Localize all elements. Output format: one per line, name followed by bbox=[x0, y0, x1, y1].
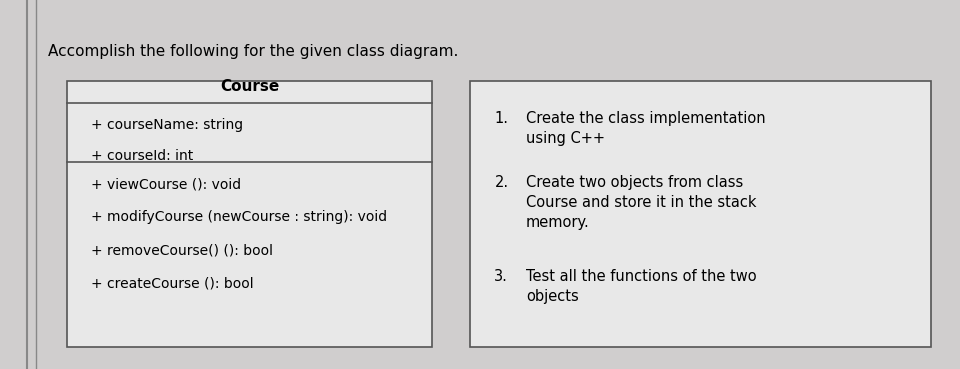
Text: 3.: 3. bbox=[494, 269, 508, 284]
Text: Create two objects from class
Course and store it in the stack
memory.: Create two objects from class Course and… bbox=[526, 175, 756, 230]
Text: + viewCourse (): void: + viewCourse (): void bbox=[91, 177, 241, 191]
Text: + courseId: int: + courseId: int bbox=[91, 149, 194, 163]
Text: + modifyCourse (newCourse : string): void: + modifyCourse (newCourse : string): voi… bbox=[91, 210, 387, 224]
Text: 1.: 1. bbox=[494, 111, 509, 126]
Text: + courseName: string: + courseName: string bbox=[91, 118, 243, 132]
FancyBboxPatch shape bbox=[470, 81, 931, 347]
Text: Accomplish the following for the given class diagram.: Accomplish the following for the given c… bbox=[48, 44, 458, 59]
FancyBboxPatch shape bbox=[67, 81, 432, 347]
Text: 2.: 2. bbox=[494, 175, 509, 190]
Text: + removeCourse() (): bool: + removeCourse() (): bool bbox=[91, 244, 274, 258]
Text: Course: Course bbox=[220, 79, 279, 94]
Text: Create the class implementation
using C++: Create the class implementation using C+… bbox=[526, 111, 766, 145]
Text: Test all the functions of the two
objects: Test all the functions of the two object… bbox=[526, 269, 756, 304]
Text: + createCourse (): bool: + createCourse (): bool bbox=[91, 277, 253, 291]
